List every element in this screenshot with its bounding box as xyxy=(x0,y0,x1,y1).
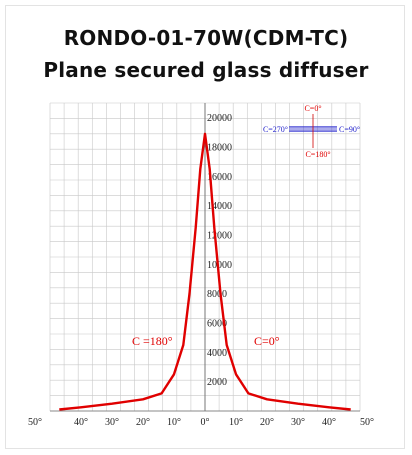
product-title: RONDO-01-70W(CDM-TC) xyxy=(63,26,349,50)
x-tick-label: 30° xyxy=(291,417,305,428)
x-tick-label: 40° xyxy=(74,417,88,428)
y-tick-label: 2000 xyxy=(207,377,227,388)
legend-plane-lines xyxy=(289,114,337,148)
x-tick-label: 20° xyxy=(260,417,274,428)
x-tick-label: 50° xyxy=(28,417,42,428)
intensity-curve xyxy=(59,132,351,411)
x-tick-label: 20° xyxy=(136,417,150,428)
legend-c90-label: C=90° xyxy=(339,125,360,134)
x-tick-label: 0° xyxy=(201,417,210,428)
curve-label-c180: C =180° xyxy=(132,334,173,348)
y-tick-labels: 2000 4000 6000 8000 10000 12000 14000 16000 1800… xyxy=(207,113,232,388)
legend-c270-label: C=270° xyxy=(263,125,288,134)
x-tick-label: 40° xyxy=(322,417,336,428)
y-tick-label: 14000 xyxy=(207,201,232,212)
y-tick-label: 8000 xyxy=(207,289,227,300)
c-plane-legend-diagram: C=0° C=270° C=90° C=180° xyxy=(263,104,360,159)
x-tick-label: 10° xyxy=(229,417,243,428)
curve-label-c0: C=0° xyxy=(254,334,280,348)
legend-c0-label: C=0° xyxy=(304,104,321,113)
y-tick-label: 6000 xyxy=(207,319,227,330)
y-tick-label: 4000 xyxy=(207,348,227,359)
x-tick-label: 30° xyxy=(105,417,119,428)
x-tick-labels: 50° 40° 30° 20° 10° 0° 10° 20° 30° 40° 50° xyxy=(28,417,374,428)
y-tick-label: 10000 xyxy=(207,260,232,271)
legend-c180-label: C=180° xyxy=(305,150,330,159)
x-tick-label: 50° xyxy=(360,417,374,428)
y-tick-label: 16000 xyxy=(207,172,232,183)
y-tick-label: 20000 xyxy=(207,113,232,124)
product-subtitle: Plane secured glass diffuser xyxy=(43,58,369,82)
x-tick-label: 10° xyxy=(167,417,181,428)
y-tick-label: 18000 xyxy=(207,143,232,154)
y-tick-label: 12000 xyxy=(207,231,232,242)
